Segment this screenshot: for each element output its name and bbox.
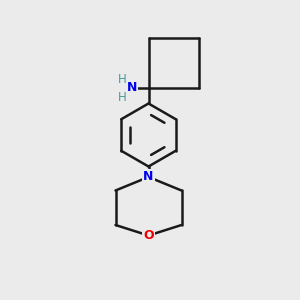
Text: N: N [127, 81, 137, 94]
Text: H: H [118, 91, 127, 104]
Text: H: H [118, 73, 127, 86]
Text: O: O [143, 229, 154, 242]
Text: N: N [143, 170, 154, 184]
